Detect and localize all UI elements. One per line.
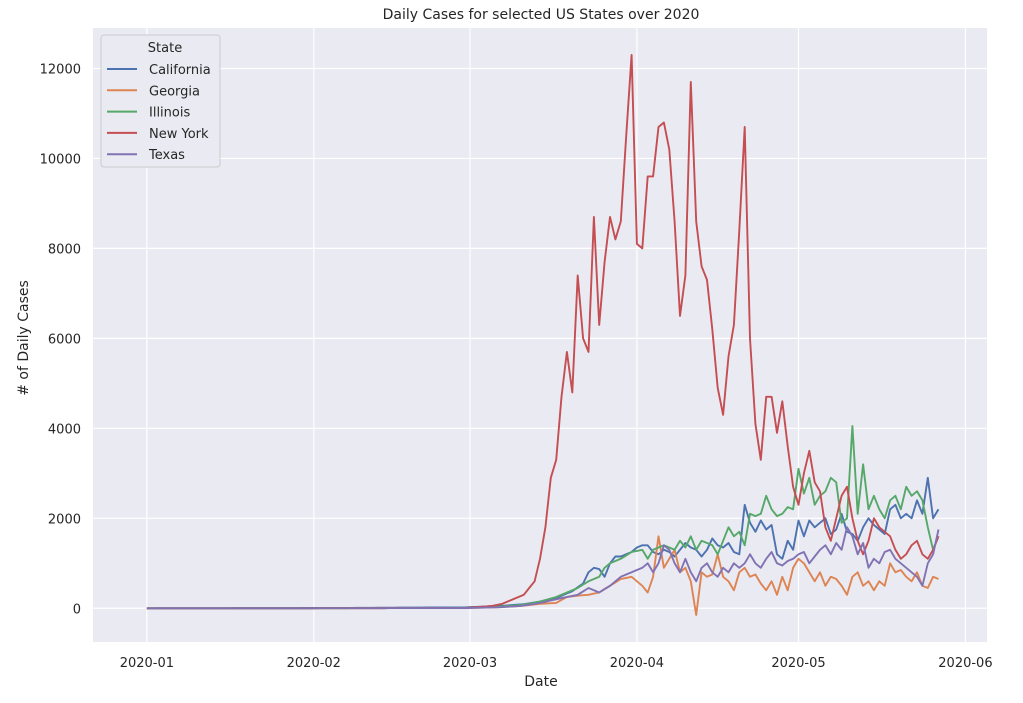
x-axis-label: Date <box>524 674 557 690</box>
axis-ticks: 0 2000 4000 6000 8000 10000 12000 2020-01 2020-0… <box>40 62 993 671</box>
x-tick-label: 2020-02 <box>287 656 341 671</box>
x-tick-label: 2020-05 <box>771 656 825 671</box>
x-tick-label: 2020-06 <box>938 656 992 671</box>
y-tick-label: 0 <box>73 602 81 617</box>
series-line-texas <box>146 526 940 610</box>
y-tick-label: 10000 <box>40 152 81 167</box>
legend-label-texas: Texas <box>148 148 185 163</box>
legend-label-california: California <box>149 63 211 78</box>
legend-title: State <box>148 41 182 56</box>
grid <box>93 28 987 642</box>
x-tick-label: 2020-01 <box>120 656 174 671</box>
y-tick-label: 4000 <box>48 422 81 437</box>
plot-area <box>93 28 987 642</box>
legend-label-georgia: Georgia <box>149 84 200 99</box>
y-tick-label: 6000 <box>48 332 81 347</box>
y-axis-label: # of Daily Cases <box>16 280 32 396</box>
y-tick-label: 12000 <box>40 62 81 77</box>
y-tick-label: 8000 <box>48 242 81 257</box>
series-lines <box>146 54 940 616</box>
legend-label-new-york: New York <box>149 127 209 142</box>
legend-label-illinois: Illinois <box>149 106 190 121</box>
legend: State California Georgia Illinois New York T… <box>100 34 221 168</box>
chart-title: Daily Cases for selected US States over … <box>383 7 700 23</box>
x-tick-label: 2020-04 <box>610 656 664 671</box>
x-tick-label: 2020-03 <box>443 656 497 671</box>
y-tick-label: 2000 <box>48 512 81 527</box>
